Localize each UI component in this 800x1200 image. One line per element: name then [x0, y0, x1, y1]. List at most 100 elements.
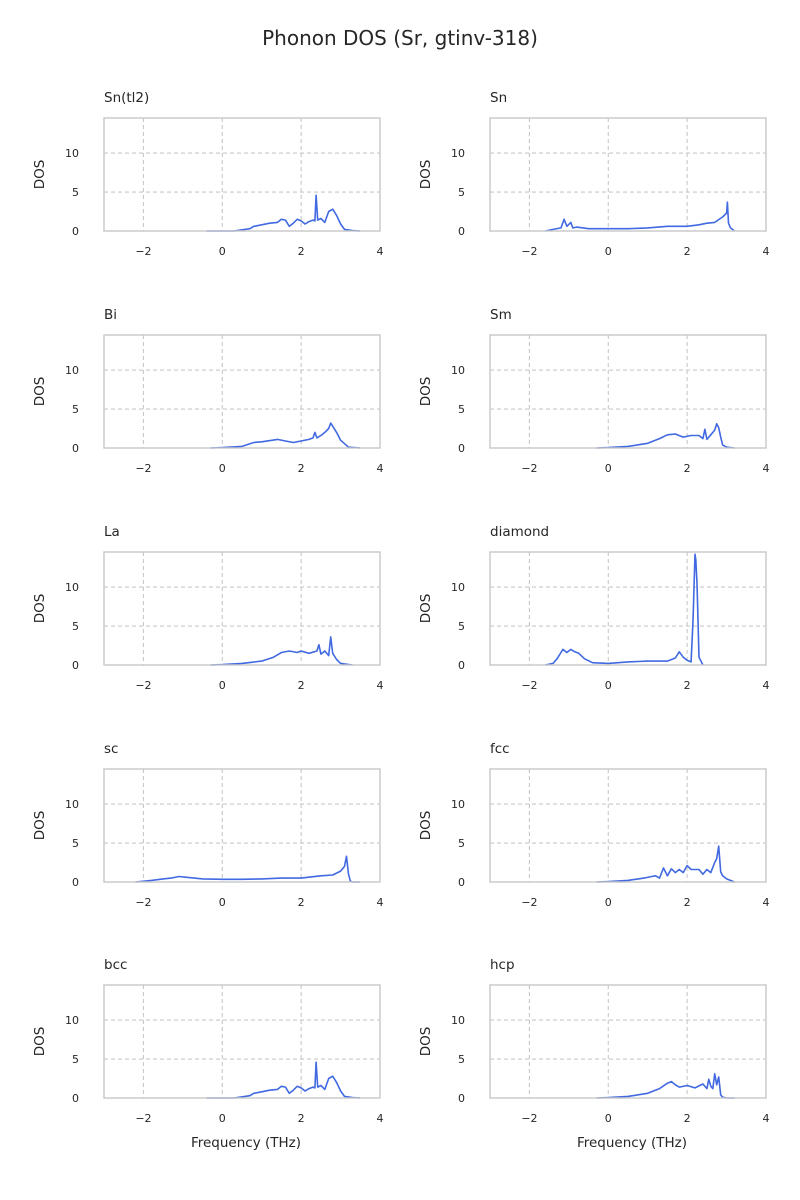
subplot-4: −2 0 2 4 0 5 10 La DOS — [32, 524, 384, 692]
x-tick-label: 0 — [219, 245, 226, 258]
x-tick-label: 2 — [298, 896, 305, 909]
y-tick-label: 0 — [458, 876, 465, 889]
y-axis-label: DOS — [32, 1027, 48, 1057]
y-tick-label: 5 — [458, 1053, 465, 1066]
x-tick-label: 2 — [684, 462, 691, 475]
y-tick-label: 0 — [72, 1092, 79, 1105]
dos-line — [135, 855, 361, 883]
subplot-1: −2 0 2 4 0 5 10 Sn DOS — [418, 90, 770, 258]
dos-line — [545, 201, 735, 232]
subplot-0: −2 0 2 4 0 5 10 Sn(tl2) DOS — [32, 90, 384, 258]
y-tick-label: 5 — [72, 186, 79, 199]
y-tick-label: 10 — [451, 1014, 465, 1027]
y-tick-label: 0 — [458, 1092, 465, 1105]
y-tick-label: 5 — [458, 186, 465, 199]
subplot-6: −2 0 2 4 0 5 10 sc DOS — [32, 741, 384, 909]
y-tick-label: 10 — [451, 581, 465, 594]
x-tick-label: −2 — [135, 679, 151, 692]
x-tick-label: 0 — [219, 1112, 226, 1125]
x-tick-label: 0 — [219, 679, 226, 692]
dos-line — [210, 422, 361, 449]
x-tick-label: −2 — [521, 462, 537, 475]
x-tick-label: 2 — [298, 1112, 305, 1125]
dos-line — [596, 845, 735, 883]
subplot-title: hcp — [490, 957, 515, 973]
figure-title: Phonon DOS (Sr, gtinv-318) — [262, 26, 538, 50]
x-tick-label: 2 — [298, 462, 305, 475]
y-axis-label: DOS — [418, 1027, 434, 1057]
x-tick-label: −2 — [521, 245, 537, 258]
x-tick-label: 4 — [377, 679, 384, 692]
y-tick-label: 10 — [65, 581, 79, 594]
x-tick-label: 0 — [219, 462, 226, 475]
dos-line — [596, 423, 735, 449]
dos-line — [206, 194, 361, 232]
y-tick-label: 5 — [458, 403, 465, 416]
x-tick-label: 2 — [684, 1112, 691, 1125]
y-tick-label: 10 — [451, 364, 465, 377]
subplot-title: diamond — [490, 524, 549, 540]
subplot-title: Sn — [490, 90, 507, 106]
y-tick-label: 5 — [72, 837, 79, 850]
x-tick-label: 0 — [605, 462, 612, 475]
subplots: −2 0 2 4 0 5 10 Sn(tl2) DOS −2 0 2 4 0 5 10 Sn DOS −2 0 2 4 0 5… — [32, 90, 770, 1151]
axes-frame — [103, 551, 381, 666]
x-tick-label: 0 — [605, 1112, 612, 1125]
x-tick-label: 0 — [605, 896, 612, 909]
y-axis-label: DOS — [32, 811, 48, 841]
subplot-7: −2 0 2 4 0 5 10 fcc DOS — [418, 741, 770, 909]
y-axis-label: DOS — [418, 811, 434, 841]
axes-frame — [489, 984, 767, 1099]
x-tick-label: 4 — [377, 1112, 384, 1125]
axes-frame — [103, 334, 381, 449]
axes-frame — [489, 768, 767, 883]
axes-frame — [103, 117, 381, 232]
y-tick-label: 5 — [458, 837, 465, 850]
y-axis-label: DOS — [418, 594, 434, 624]
axes-frame — [103, 984, 381, 1099]
y-tick-label: 0 — [458, 442, 465, 455]
x-tick-label: 0 — [219, 896, 226, 909]
x-tick-label: −2 — [135, 896, 151, 909]
subplot-2: −2 0 2 4 0 5 10 Bi DOS — [32, 307, 384, 475]
x-tick-label: 2 — [684, 896, 691, 909]
y-tick-label: 0 — [458, 225, 465, 238]
subplot-3: −2 0 2 4 0 5 10 Sm DOS — [418, 307, 770, 475]
x-tick-label: −2 — [135, 462, 151, 475]
y-tick-label: 10 — [65, 364, 79, 377]
y-tick-label: 10 — [451, 147, 465, 160]
x-axis-label-right: Frequency (THz) — [577, 1135, 687, 1151]
x-tick-label: 2 — [684, 679, 691, 692]
x-tick-label: 4 — [763, 245, 770, 258]
y-tick-label: 10 — [65, 147, 79, 160]
y-tick-label: 5 — [72, 620, 79, 633]
y-axis-label: DOS — [418, 160, 434, 190]
y-tick-label: 10 — [451, 798, 465, 811]
x-tick-label: −2 — [521, 896, 537, 909]
x-tick-label: 2 — [298, 245, 305, 258]
subplot-title: Bi — [104, 307, 117, 323]
x-tick-label: 4 — [377, 462, 384, 475]
dos-line — [545, 553, 704, 666]
x-tick-label: 4 — [763, 462, 770, 475]
x-tick-label: 2 — [298, 679, 305, 692]
axes-frame — [103, 768, 381, 883]
subplot-5: −2 0 2 4 0 5 10 diamond DOS — [418, 524, 770, 692]
y-axis-label: DOS — [32, 377, 48, 407]
y-axis-label: DOS — [418, 377, 434, 407]
axes-frame — [489, 117, 767, 232]
x-tick-label: 4 — [763, 1112, 770, 1125]
subplot-9: −2 0 2 4 0 5 10 hcp DOS — [418, 957, 770, 1125]
dos-line — [210, 636, 353, 666]
x-tick-label: 4 — [377, 245, 384, 258]
x-tick-label: −2 — [135, 1112, 151, 1125]
x-tick-label: 0 — [605, 679, 612, 692]
x-tick-label: −2 — [521, 679, 537, 692]
y-tick-label: 0 — [72, 442, 79, 455]
y-tick-label: 10 — [65, 798, 79, 811]
subplot-8: −2 0 2 4 0 5 10 bcc DOS — [32, 957, 384, 1125]
subplot-title: sc — [104, 741, 118, 757]
y-tick-label: 10 — [65, 1014, 79, 1027]
x-tick-label: −2 — [521, 1112, 537, 1125]
y-axis-label: DOS — [32, 594, 48, 624]
